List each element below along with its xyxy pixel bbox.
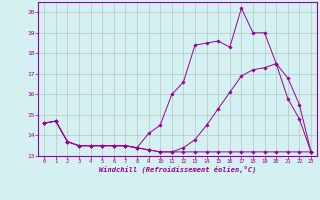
X-axis label: Windchill (Refroidissement éolien,°C): Windchill (Refroidissement éolien,°C) — [99, 166, 256, 173]
